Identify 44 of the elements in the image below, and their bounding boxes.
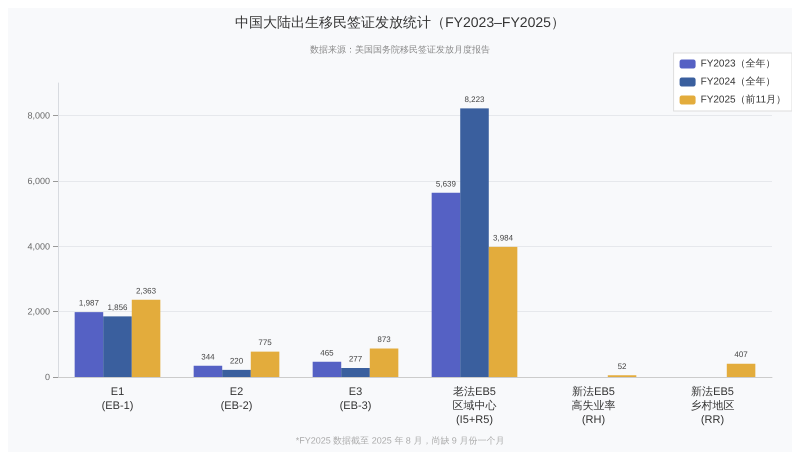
legend-label: FY2023（全年） — [700, 58, 776, 70]
chart-subtitle: 数据来源：美国国务院移民签证发放月度报告 — [310, 44, 490, 54]
bar — [74, 312, 104, 377]
data-label: 52 — [618, 362, 628, 371]
bar — [432, 192, 460, 377]
bar — [370, 348, 398, 377]
data-label: 220 — [230, 356, 244, 366]
data-label: 8,223 — [464, 94, 486, 104]
data-label: 873 — [377, 334, 392, 344]
legend-label: FY2024（全年） — [700, 76, 776, 88]
bar — [312, 362, 342, 377]
bar — [726, 364, 756, 377]
data-label: 2,363 — [136, 286, 157, 296]
data-label: 3,984 — [493, 233, 514, 242]
y-tick-label: 8,000 — [27, 110, 50, 121]
legend-label: FY2025（前11月） — [700, 94, 786, 106]
data-label: 465 — [320, 348, 334, 358]
x-tick-label: E2 (EB-2) — [220, 386, 252, 412]
y-tick-label: 0 — [44, 372, 50, 382]
x-tick-label: 老法EB5 区域中心 (I5+R5) — [452, 385, 496, 426]
bar — [250, 352, 280, 377]
data-label: 1,856 — [107, 302, 128, 312]
data-label: 5,639 — [436, 179, 456, 188]
bar — [194, 366, 222, 377]
x-tick-label: E1 (EB-1) — [102, 386, 134, 412]
data-label: 407 — [734, 350, 748, 360]
data-label: 1,987 — [78, 298, 100, 308]
x-tick-label: 新法EB5 乡村地区 (RR) — [690, 385, 734, 426]
x-tick-label: 新法EB5 高失业率 (RH) — [572, 385, 616, 426]
bar — [460, 108, 489, 377]
data-label: 277 — [348, 354, 363, 364]
bar — [132, 300, 160, 377]
y-tick-label: 6,000 — [27, 176, 50, 186]
y-tick-label: 4,000 — [27, 241, 50, 252]
data-label: 344 — [201, 352, 216, 362]
text: *FY2025 数据截至 2025 年 8 月，尚缺 9 月份一个月 — [296, 436, 504, 446]
y-tick-label: 2,000 — [27, 306, 50, 317]
bar — [222, 370, 251, 377]
x-tick-label: E3 (EB-3) — [340, 386, 372, 412]
bar — [488, 246, 518, 377]
bar — [103, 316, 132, 377]
bar — [341, 368, 370, 377]
chart-title: 中国大陆出生移民签证发放统计（FY2023–FY2025） — [235, 14, 565, 30]
data-label: 775 — [258, 338, 272, 348]
